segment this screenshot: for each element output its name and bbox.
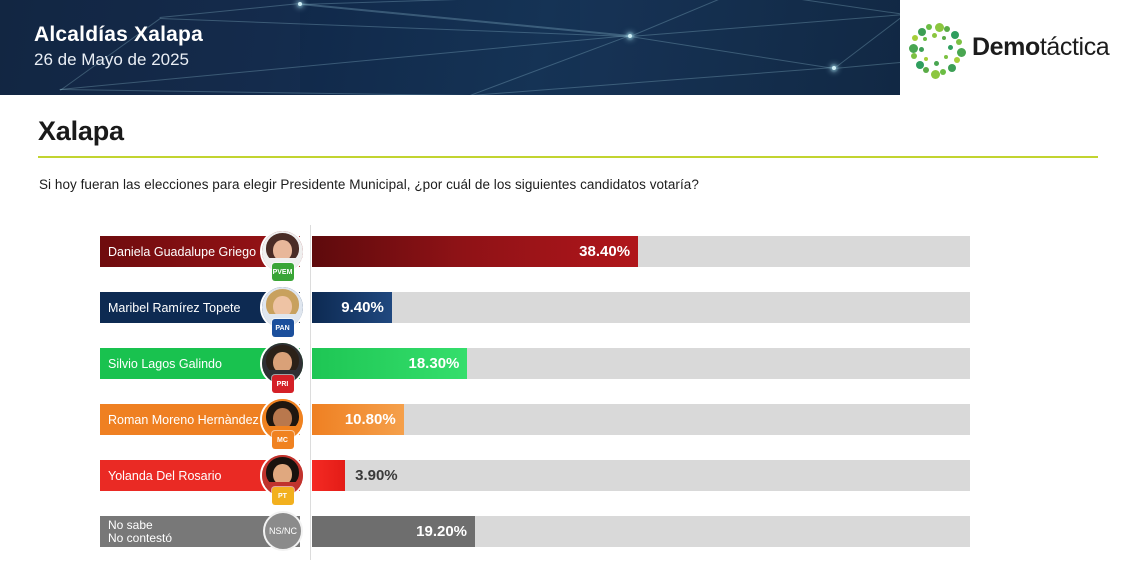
candidate-name: Daniela Guadalupe Griego [108,245,256,259]
chart-row: Roman Moreno Hernàndez MC 10.80% [0,393,1135,449]
bar-value-label: 9.40% [341,299,384,316]
bar-value-label: 3.90% [355,467,398,484]
chart-axis-line [310,225,311,560]
candidate-name-line: Silvio Lagos Galindo [108,356,222,371]
candidate-avatar: PAN [260,285,305,337]
candidate-name: Maribel Ramírez Topete [108,301,240,315]
logo-word-light: táctica [1039,33,1110,61]
page-title: Xalapa [38,116,124,146]
bar-track: 19.20% [312,516,970,547]
header-date: 26 de Mayo de 2025 [34,50,190,69]
candidate-avatar: MC [260,397,305,449]
candidate-name-line: No sabe [108,517,153,532]
logo-word-bold: Demo [972,33,1040,61]
bar-value-label: 10.80% [344,411,396,428]
survey-question: Si hoy fueran las elecciones para elegir… [39,177,699,192]
bar-track: 3.90% [312,460,970,491]
header-title: Alcaldías Xalapa [34,23,203,46]
header-network-facet [300,0,580,95]
header-network-node [832,66,836,70]
candidate-name: Yolanda Del Rosario [108,469,222,483]
chart-row: Maribel Ramírez Topete PAN 9.40% [0,281,1135,337]
candidate-name-line: Daniela Guadalupe Griego [108,244,257,259]
value-bar [312,348,468,379]
avatar-face [273,464,292,485]
candidate-name-line: Yolanda Del Rosario [108,468,222,483]
bar-track: 10.80% [312,404,970,435]
header-network-node [298,2,302,6]
candidate-photo [262,287,303,328]
candidate-avatar: PVEM [260,229,305,281]
page-header: Alcaldías Xalapa 26 de Mayo de 2025 Demo… [0,0,1135,95]
value-bar [312,292,392,323]
value-bar [312,236,639,267]
candidate-name-line: No contestó [108,530,173,545]
candidate-name-line: Maribel Ramírez Topete [108,300,241,315]
value-bar [312,460,346,491]
chart-row: Yolanda Del Rosario PT 3.90% [0,449,1135,505]
bar-track: 18.30% [312,348,970,379]
demotactica-logo-mark [906,19,966,79]
nsnc-avatar: NS/NC [263,511,303,551]
header-network-facet [580,0,900,95]
title-underline-rule [38,156,1098,158]
candidate-name: Roman Moreno Hernàndez [108,413,259,427]
candidate-name: Silvio Lagos Galindo [108,357,222,371]
candidate-avatar: PT [260,453,305,505]
value-bar [312,404,404,435]
bar-value-label: 38.40% [579,243,631,260]
candidate-name: No sabe No contestó [108,517,173,545]
bar-value-label: 19.20% [416,523,468,540]
bar-value-label: 18.30% [408,355,460,372]
party-badge: MC [271,431,294,449]
party-badge: PAN [271,319,294,337]
party-badge: PVEM [271,263,294,281]
candidate-avatar: PRI [260,341,305,393]
bar-track: 9.40% [312,292,970,323]
demotactica-logo-wordmark: Demotáctica [972,33,1110,61]
header-text-group: Alcaldías Xalapa 26 de Mayo de 2025 [34,22,203,71]
header-network-node [628,34,632,38]
avatar-face [273,408,292,429]
avatar-face [273,240,292,261]
results-bar-chart: Daniela Guadalupe Griego PVEM 38.40% Maribe… [0,225,1135,560]
avatar-face [273,352,292,373]
candidate-photo [262,455,303,496]
demotactica-logo: Demotáctica [900,0,1135,95]
chart-row: Silvio Lagos Galindo PRI 18.30% [0,337,1135,393]
avatar-face [273,296,292,317]
party-badge: PRI [271,375,294,393]
chart-row: No sabe No contestó NS/NC 19.20% [0,505,1135,561]
chart-row: Daniela Guadalupe Griego PVEM 38.40% [0,225,1135,281]
header-banner: Alcaldías Xalapa 26 de Mayo de 2025 [0,0,900,95]
party-badge: PT [271,487,294,505]
bar-track: 38.40% [312,236,970,267]
value-bar [312,516,475,547]
candidate-name-line: Roman Moreno Hernàndez [108,412,259,427]
